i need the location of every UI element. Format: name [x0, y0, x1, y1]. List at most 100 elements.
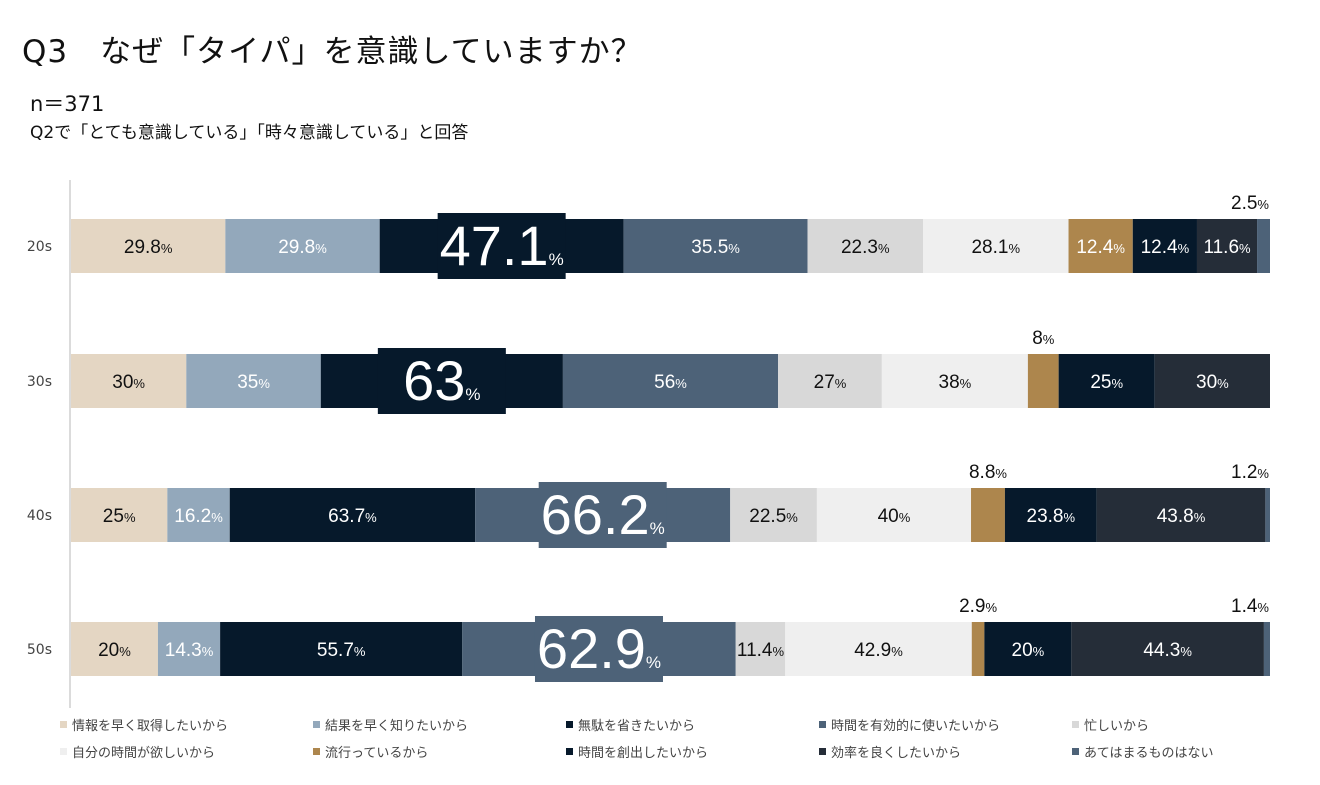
data-label-20s-10: 2.5% [1231, 193, 1269, 214]
category-label-40s: 40s [27, 508, 52, 524]
bar-segment-50s-1 [71, 622, 158, 676]
data-label-30s-8: 25% [1090, 372, 1123, 393]
data-label-20s-8: 12.4% [1141, 237, 1190, 258]
data-label-40s-4: 66.2% [541, 483, 665, 546]
bar-segment-30s-2 [186, 354, 321, 408]
bar-segment-50s-8 [984, 622, 1072, 676]
bar-segment-30s-1 [71, 354, 187, 408]
sample-size: n＝371 [30, 92, 105, 116]
bar-segment-20s-2 [225, 219, 380, 273]
bar-segment-50s-6 [785, 622, 972, 676]
bar-segment-40s-6 [816, 488, 972, 542]
data-label-50s-3: 55.7% [317, 640, 366, 661]
bar-segment-50s-7 [971, 622, 985, 676]
data-label-20s-2: 29.8% [278, 237, 327, 258]
legend-swatch-1 [60, 721, 67, 728]
data-label-30s-1: 30% [112, 372, 145, 393]
bar-segment-20s-5 [807, 219, 923, 273]
data-label-50s-2: 14.3% [165, 640, 214, 661]
data-label-20s-7: 12.4% [1076, 237, 1125, 258]
data-label-50s-7: 2.9% [959, 596, 997, 617]
legend-swatch-3 [566, 721, 573, 728]
legend-swatch-5 [1072, 721, 1079, 728]
bar-segment-50s-3 [220, 622, 463, 676]
data-label-40s-3: 63.7% [328, 506, 377, 527]
highlight-box-30s [377, 348, 506, 414]
chart-subtitle: Q2で「とても意識している」「時々意識している」と回答 [30, 123, 469, 143]
bar-segment-30s-8 [1058, 354, 1155, 408]
data-label-50s-4: 62.9% [537, 617, 661, 680]
category-label-20s: 20s [27, 239, 52, 255]
legend-swatch-10 [1072, 748, 1079, 755]
data-label-30s-3: 63% [403, 349, 480, 412]
bar-segment-30s-7 [1027, 354, 1059, 408]
data-label-40s-5: 22.5% [749, 506, 798, 527]
bar-segment-20s-7 [1068, 219, 1133, 273]
highlight-box-20s [437, 213, 566, 279]
bar-segment-20s-10 [1257, 219, 1270, 273]
data-label-20s-5: 22.3% [841, 237, 890, 258]
legend-label-1: 情報を早く取得したいから [72, 718, 228, 734]
legend-swatch-7 [313, 748, 320, 755]
bar-segment-30s-9 [1154, 354, 1270, 408]
data-label-30s-7: 8% [1032, 328, 1055, 349]
bar-segment-30s-6 [881, 354, 1028, 408]
category-label-30s: 30s [27, 374, 52, 390]
data-label-50s-8: 20% [1012, 640, 1045, 661]
data-label-20s-6: 28.1% [971, 237, 1020, 258]
bar-segment-30s-5 [778, 354, 882, 408]
bar-segment-20s-4 [623, 219, 808, 273]
bar-segment-40s-10 [1265, 488, 1270, 542]
bar-segment-40s-1 [71, 488, 168, 542]
data-label-50s-6: 42.9% [854, 640, 903, 661]
legend-label-5: 忙しいから [1084, 719, 1149, 734]
bar-segment-40s-5 [730, 488, 817, 542]
legend-label-10: あてはまるものはない [1084, 746, 1213, 761]
data-label-50s-5: 11.4% [737, 640, 785, 661]
data-label-20s-9: 11.6% [1203, 237, 1251, 258]
legend-label-4: 時間を有効的に使いたいから [831, 718, 1000, 734]
data-label-30s-9: 30% [1196, 372, 1229, 393]
data-label-40s-9: 43.8% [1157, 506, 1206, 527]
category-label-50s: 50s [27, 642, 52, 658]
bar-segment-30s-4 [562, 354, 779, 408]
data-label-30s-6: 38% [939, 372, 972, 393]
data-label-30s-5: 27% [814, 372, 847, 393]
data-label-40s-1: 25% [103, 506, 136, 527]
legend-swatch-4 [819, 721, 826, 728]
data-label-50s-9: 44.3% [1143, 640, 1192, 661]
highlight-box-40s [538, 482, 667, 548]
data-label-40s-2: 16.2% [174, 506, 223, 527]
bar-segment-50s-5 [735, 622, 786, 676]
data-label-30s-4: 56% [654, 372, 687, 393]
legend-swatch-6 [60, 748, 67, 755]
bar-segment-50s-2 [157, 622, 221, 676]
data-label-30s-2: 35% [237, 372, 270, 393]
bar-segment-40s-8 [1004, 488, 1097, 542]
data-label-40s-6: 40% [878, 506, 911, 527]
bar-segment-20s-8 [1132, 219, 1197, 273]
bar-segment-40s-7 [971, 488, 1005, 542]
bar-segment-50s-9 [1071, 622, 1264, 676]
highlight-box-50s [534, 616, 663, 682]
legend-swatch-2 [313, 721, 320, 728]
data-label-50s-10: 1.4% [1231, 596, 1269, 617]
legend-swatch-9 [819, 748, 826, 755]
bar-segment-20s-9 [1196, 219, 1258, 273]
legend-swatch-8 [566, 748, 573, 755]
bar-segment-40s-2 [167, 488, 230, 542]
data-label-20s-4: 35.5% [691, 237, 740, 258]
bar-segment-20s-1 [71, 219, 226, 273]
legend-label-7: 流行っているから [325, 746, 428, 761]
chart-title: Q3 なぜ「タイパ」を意識していますか？ [22, 34, 643, 70]
legend-label-9: 効率を良くしたいから [831, 745, 961, 761]
legend-label-8: 時間を創出したいから [578, 746, 708, 761]
data-label-40s-7: 8.8% [969, 462, 1007, 483]
bar-segment-40s-3 [229, 488, 476, 542]
data-label-40s-10: 1.2% [1231, 462, 1269, 483]
data-label-20s-3: 47.1% [440, 214, 564, 277]
bar-segment-50s-10 [1263, 622, 1270, 676]
legend-label-3: 無駄を省きたいから [578, 719, 695, 734]
bar-segment-40s-9 [1096, 488, 1266, 542]
